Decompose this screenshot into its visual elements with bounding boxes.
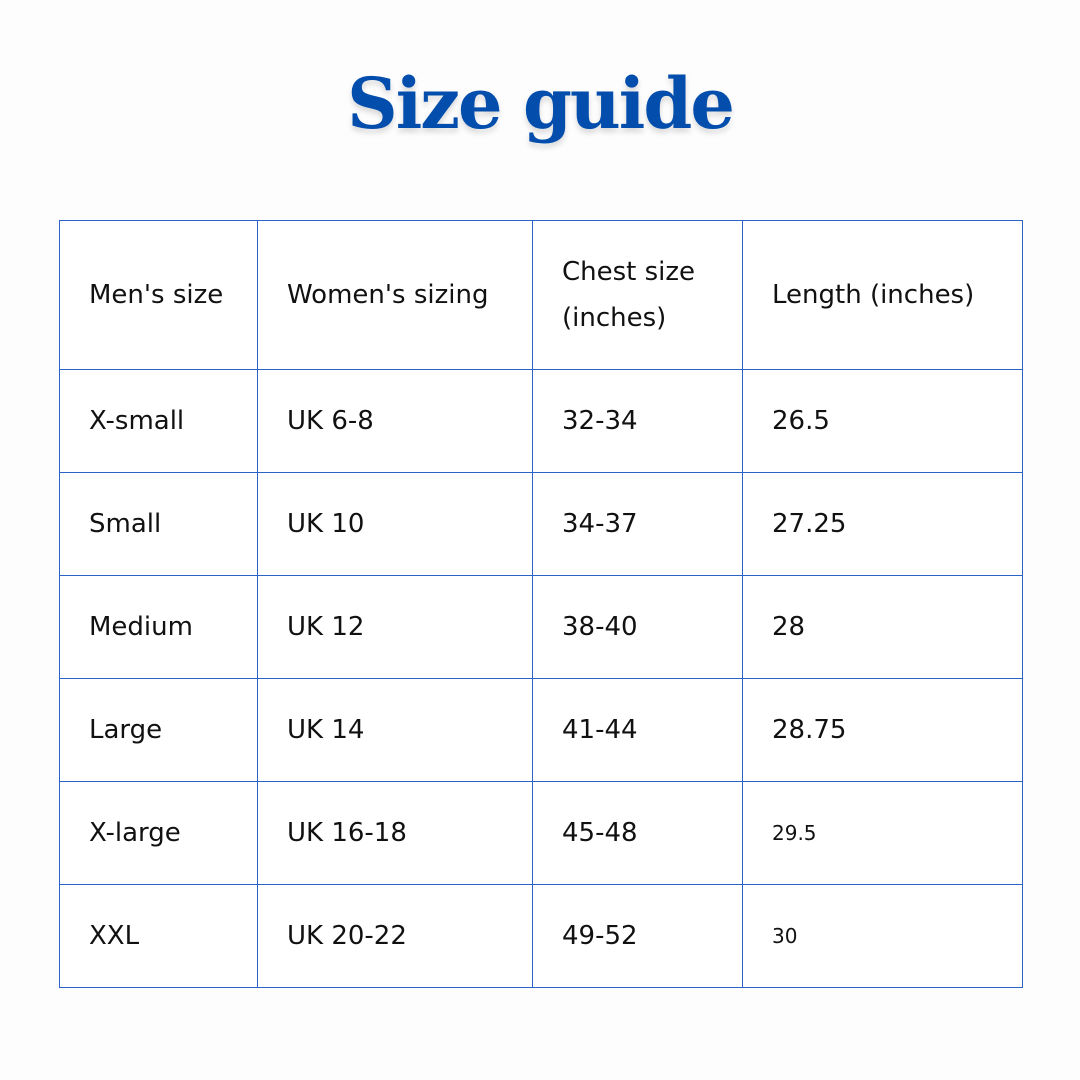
table-row: X-large UK 16-18 45-48 29.5: [59, 781, 1023, 885]
cell-chest-size: 38-40: [532, 575, 743, 679]
cell-length: 26.5: [742, 369, 1023, 473]
header-chest-size: Chest size (inches): [532, 220, 743, 370]
header-length: Length (inches): [742, 220, 1023, 370]
cell-womens-sizing: UK 14: [257, 678, 533, 782]
cell-womens-sizing: UK 10: [257, 472, 533, 576]
table-header-row: Men's size Women's sizing Chest size (in…: [59, 220, 1023, 370]
header-womens-sizing: Women's sizing: [257, 220, 533, 370]
cell-chest-size: 34-37: [532, 472, 743, 576]
cell-mens-size: XXL: [59, 884, 258, 988]
table-row: Small UK 10 34-37 27.25: [59, 472, 1023, 576]
table-row: Large UK 14 41-44 28.75: [59, 678, 1023, 782]
size-table: Men's size Women's sizing Chest size (in…: [59, 220, 1023, 988]
header-mens-size: Men's size: [59, 220, 258, 370]
cell-chest-size: 41-44: [532, 678, 743, 782]
cell-womens-sizing: UK 6-8: [257, 369, 533, 473]
cell-length: 28.75: [742, 678, 1023, 782]
table-row: Medium UK 12 38-40 28: [59, 575, 1023, 679]
cell-womens-sizing: UK 20-22: [257, 884, 533, 988]
table-row: X-small UK 6-8 32-34 26.5: [59, 369, 1023, 473]
cell-mens-size: Medium: [59, 575, 258, 679]
cell-mens-size: X-small: [59, 369, 258, 473]
cell-womens-sizing: UK 16-18: [257, 781, 533, 885]
cell-mens-size: Large: [59, 678, 258, 782]
cell-womens-sizing: UK 12: [257, 575, 533, 679]
page-title: Size guide: [347, 62, 735, 145]
cell-length: 29.5: [742, 781, 1023, 885]
cell-mens-size: X-large: [59, 781, 258, 885]
cell-chest-size: 45-48: [532, 781, 743, 885]
cell-chest-size: 32-34: [532, 369, 743, 473]
cell-length: 30: [742, 884, 1023, 988]
cell-length: 28: [742, 575, 1023, 679]
cell-chest-size: 49-52: [532, 884, 743, 988]
table-row: XXL UK 20-22 49-52 30: [59, 884, 1023, 988]
cell-length: 27.25: [742, 472, 1023, 576]
cell-mens-size: Small: [59, 472, 258, 576]
